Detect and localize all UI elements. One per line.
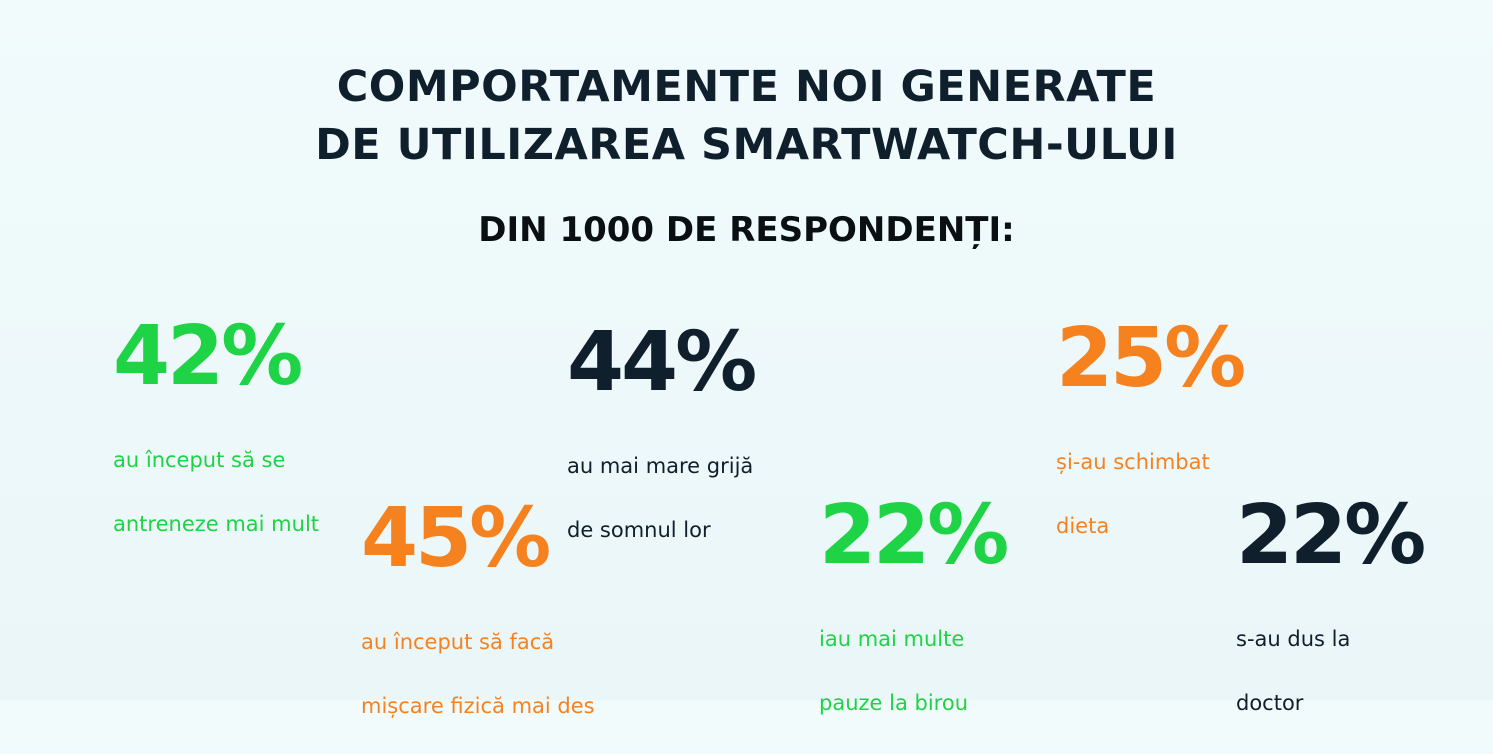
stat-description-line-2: antreneze mai mult (113, 512, 320, 536)
title-line-2: DE UTILIZAREA SMARTWATCH-ULUI (315, 120, 1178, 170)
page-title: COMPORTAMENTE NOI GENERATE DE UTILIZAREA… (0, 58, 1493, 174)
stat-description: și-au schimbat dieta (1056, 414, 1243, 574)
stat-description-line-1: s-au dus la (1236, 627, 1351, 651)
page-subtitle: DIN 1000 DE RESPONDENȚI: (478, 210, 1015, 250)
stat-description-line-1: au mai mare grijă (567, 454, 754, 478)
stat-doctor-visit: 22% s-au dus la doctor (1236, 488, 1426, 751)
stat-description: au început să se antreneze mai mult (113, 412, 319, 572)
stat-description-line-1: și-au schimbat (1056, 450, 1210, 474)
stat-train-more: 42% au început să se antreneze mai mult (113, 316, 319, 572)
stat-sleep-care: 44% au mai mare grijă de somnul lor (567, 315, 757, 578)
stat-description: s-au dus la doctor (1236, 591, 1423, 751)
stat-value: 45% (361, 491, 551, 586)
stat-description-line-2: mișcare fizică mai des (361, 694, 595, 718)
stat-office-breaks: 22% iau mai multe pauze la birou (819, 488, 1009, 751)
stat-value: 22% (819, 488, 1009, 583)
stat-value: 22% (1236, 488, 1426, 583)
stat-physical-activity: 45% au început să facă mișcare fizică ma… (361, 498, 595, 754)
stat-description-line-2: pauze la birou (819, 691, 968, 715)
stat-description-line-2: doctor (1236, 691, 1304, 715)
stat-description-line-1: iau mai multe (819, 627, 965, 651)
stat-diet-change: 25% și-au schimbat dieta (1056, 311, 1246, 574)
stat-description: au mai mare grijă de somnul lor (567, 418, 754, 578)
stat-description-line-1: au început să se (113, 448, 286, 472)
stat-description-line-2: de somnul lor (567, 518, 711, 542)
stat-value: 44% (567, 315, 757, 410)
stat-description: au început să facă mișcare fizică mai de… (361, 594, 595, 754)
title-line-1: COMPORTAMENTE NOI GENERATE (336, 62, 1157, 112)
stat-description: iau mai multe pauze la birou (819, 591, 1006, 751)
stat-description-line-1: au început să facă (361, 630, 555, 654)
stat-description-line-2: dieta (1056, 514, 1110, 538)
stat-value: 42% (113, 309, 303, 404)
stat-value: 25% (1056, 311, 1246, 406)
